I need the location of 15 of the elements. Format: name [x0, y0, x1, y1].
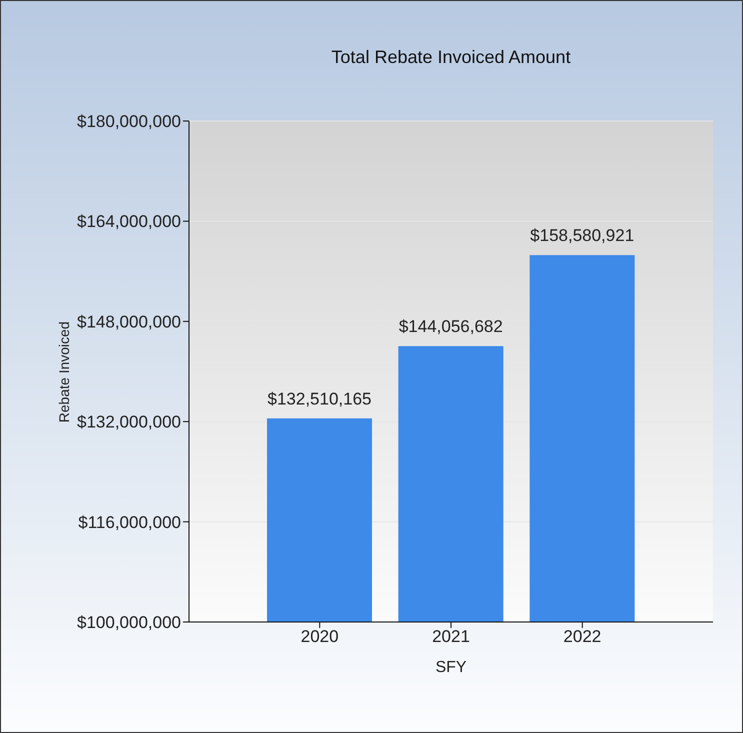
- data-label: $132,510,165: [268, 389, 372, 408]
- y-axis-title: Rebate Invoiced: [56, 321, 72, 423]
- x-tick-label: 2022: [563, 627, 602, 646]
- y-tick-label: $132,000,000: [77, 412, 181, 432]
- y-tick-label: $180,000,000: [77, 112, 181, 132]
- y-tick-label: $100,000,000: [77, 613, 181, 632]
- x-tick-label: 2020: [300, 627, 339, 646]
- x-axis-title: SFY: [434, 659, 468, 677]
- y-tick-label: $148,000,000: [77, 312, 181, 332]
- x-tick-label: 2021: [432, 627, 470, 646]
- y-tick-label: $116,000,000: [78, 512, 181, 532]
- chart-title: Total Rebate Invoiced Amount: [330, 47, 572, 68]
- y-tick-label: $164,000,000: [77, 212, 181, 232]
- data-label: $158,580,921: [530, 226, 634, 246]
- data-label: $144,056,682: [398, 317, 503, 336]
